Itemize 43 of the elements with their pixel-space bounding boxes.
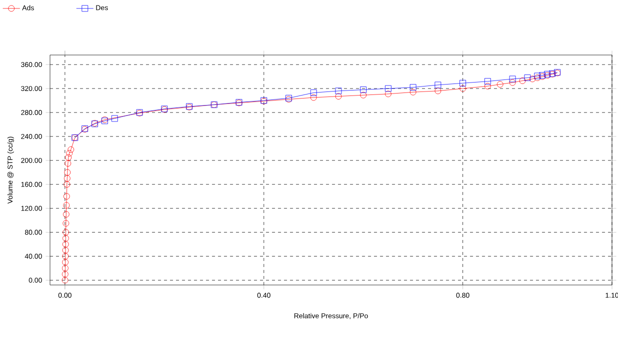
point [62, 271, 68, 278]
point [62, 220, 70, 226]
point [434, 88, 442, 94]
point [62, 211, 70, 218]
point [66, 150, 73, 156]
point [509, 76, 516, 82]
point [62, 259, 69, 266]
point [384, 85, 392, 92]
point [62, 229, 70, 236]
point [62, 247, 69, 254]
point [384, 90, 392, 98]
point [64, 169, 71, 176]
point [460, 80, 466, 86]
point [63, 193, 70, 200]
point [524, 74, 531, 81]
point [434, 82, 442, 88]
point [335, 93, 342, 100]
point [410, 84, 416, 91]
point [519, 78, 526, 84]
point [360, 92, 367, 98]
point [62, 235, 69, 242]
point [65, 154, 72, 161]
point [64, 181, 70, 188]
point [62, 265, 68, 272]
point [63, 202, 70, 209]
point [360, 86, 367, 93]
point [310, 94, 317, 101]
point [62, 253, 69, 260]
point [68, 146, 74, 153]
point [529, 76, 536, 82]
point [509, 79, 516, 86]
point [62, 241, 69, 248]
point [111, 115, 118, 122]
point [310, 90, 317, 96]
point [410, 88, 416, 96]
point [496, 81, 504, 88]
point [335, 88, 342, 94]
point [460, 85, 466, 92]
point [64, 175, 70, 182]
point [484, 82, 491, 90]
point [64, 160, 72, 167]
point [484, 78, 491, 85]
point [62, 276, 68, 284]
